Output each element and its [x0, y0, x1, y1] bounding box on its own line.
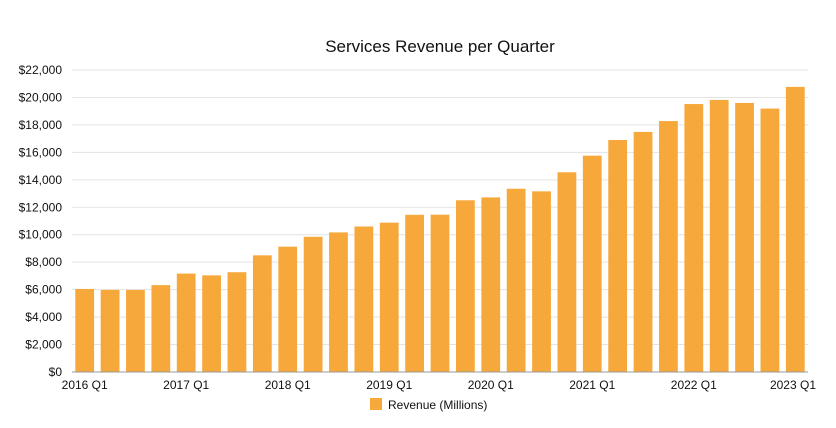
- bar-2022-q4: [760, 108, 780, 372]
- bar-2016-q1: [75, 288, 95, 372]
- y-tick-label: $16,000: [19, 145, 63, 159]
- bar-2017-q4: [252, 255, 272, 372]
- y-tick-label: $20,000: [19, 90, 63, 104]
- bar-2020-q2: [506, 188, 526, 372]
- legend: Revenue (Millions): [370, 398, 487, 412]
- chart-title: Services Revenue per Quarter: [325, 37, 555, 56]
- y-tick-label: $6,000: [25, 283, 62, 297]
- bar-2016-q2: [100, 289, 120, 372]
- bar-2019-q4: [455, 200, 475, 372]
- x-tick-label: 2018 Q1: [265, 378, 311, 392]
- bars: [75, 86, 805, 373]
- x-axis-tick-labels: 2016 Q1 2017 Q1 2018 Q1 2019 Q1 2020 Q1 2021 …: [62, 378, 817, 392]
- y-tick-label: $10,000: [19, 228, 63, 242]
- y-tick-label: $8,000: [25, 255, 62, 269]
- bar-2022-q1: [684, 104, 704, 372]
- bar-2021-q4: [659, 121, 678, 372]
- x-tick-label: 2016 Q1: [62, 378, 108, 392]
- x-tick-label: 2017 Q1: [163, 378, 209, 392]
- y-tick-label: $22,000: [19, 63, 63, 77]
- y-tick-label: $4,000: [25, 310, 62, 324]
- x-tick-label: 2020 Q1: [468, 378, 514, 392]
- y-tick-label: $14,000: [19, 173, 63, 187]
- y-axis-tick-labels: $0 $2,000 $4,000 $6,000 $8,000 $10,000 $12,000…: [19, 63, 63, 379]
- bar-2021-q3: [633, 131, 653, 372]
- bar-2019-q1: [379, 222, 399, 372]
- bar-2020-q1: [481, 197, 501, 372]
- bar-2016-q3: [126, 289, 145, 372]
- bar-2016-q4: [151, 285, 171, 372]
- y-tick-label: $2,000: [25, 338, 62, 352]
- y-tick-label: $18,000: [19, 118, 63, 132]
- x-tick-label: 2021 Q1: [569, 378, 615, 392]
- x-tick-label: 2023 Q1: [770, 378, 816, 392]
- x-tick-label: 2019 Q1: [366, 378, 412, 392]
- x-tick-label: 2022 Q1: [671, 378, 717, 392]
- bar-2017-q3: [227, 272, 247, 372]
- bar-2020-q4: [557, 172, 577, 372]
- bar-2022-q3: [735, 102, 754, 372]
- bar-2018-q4: [354, 226, 374, 372]
- bar-2019-q3: [430, 214, 450, 372]
- bar-2018-q2: [303, 236, 323, 372]
- y-tick-label: $0: [49, 365, 63, 379]
- bar-2018-q1: [278, 246, 298, 372]
- bar-2018-q3: [329, 232, 348, 372]
- bar-2019-q2: [405, 214, 425, 372]
- bar-2023-q1: [785, 86, 805, 372]
- bar-2021-q2: [608, 140, 628, 372]
- bar-2022-q2: [709, 99, 729, 373]
- bar-2021-q1: [582, 155, 602, 372]
- bar-2017-q1: [176, 273, 196, 372]
- legend-label: Revenue (Millions): [388, 398, 487, 412]
- y-tick-label: $12,000: [19, 200, 63, 214]
- bar-2020-q3: [532, 191, 551, 372]
- bar-2017-q2: [202, 275, 221, 372]
- legend-swatch: [370, 398, 382, 410]
